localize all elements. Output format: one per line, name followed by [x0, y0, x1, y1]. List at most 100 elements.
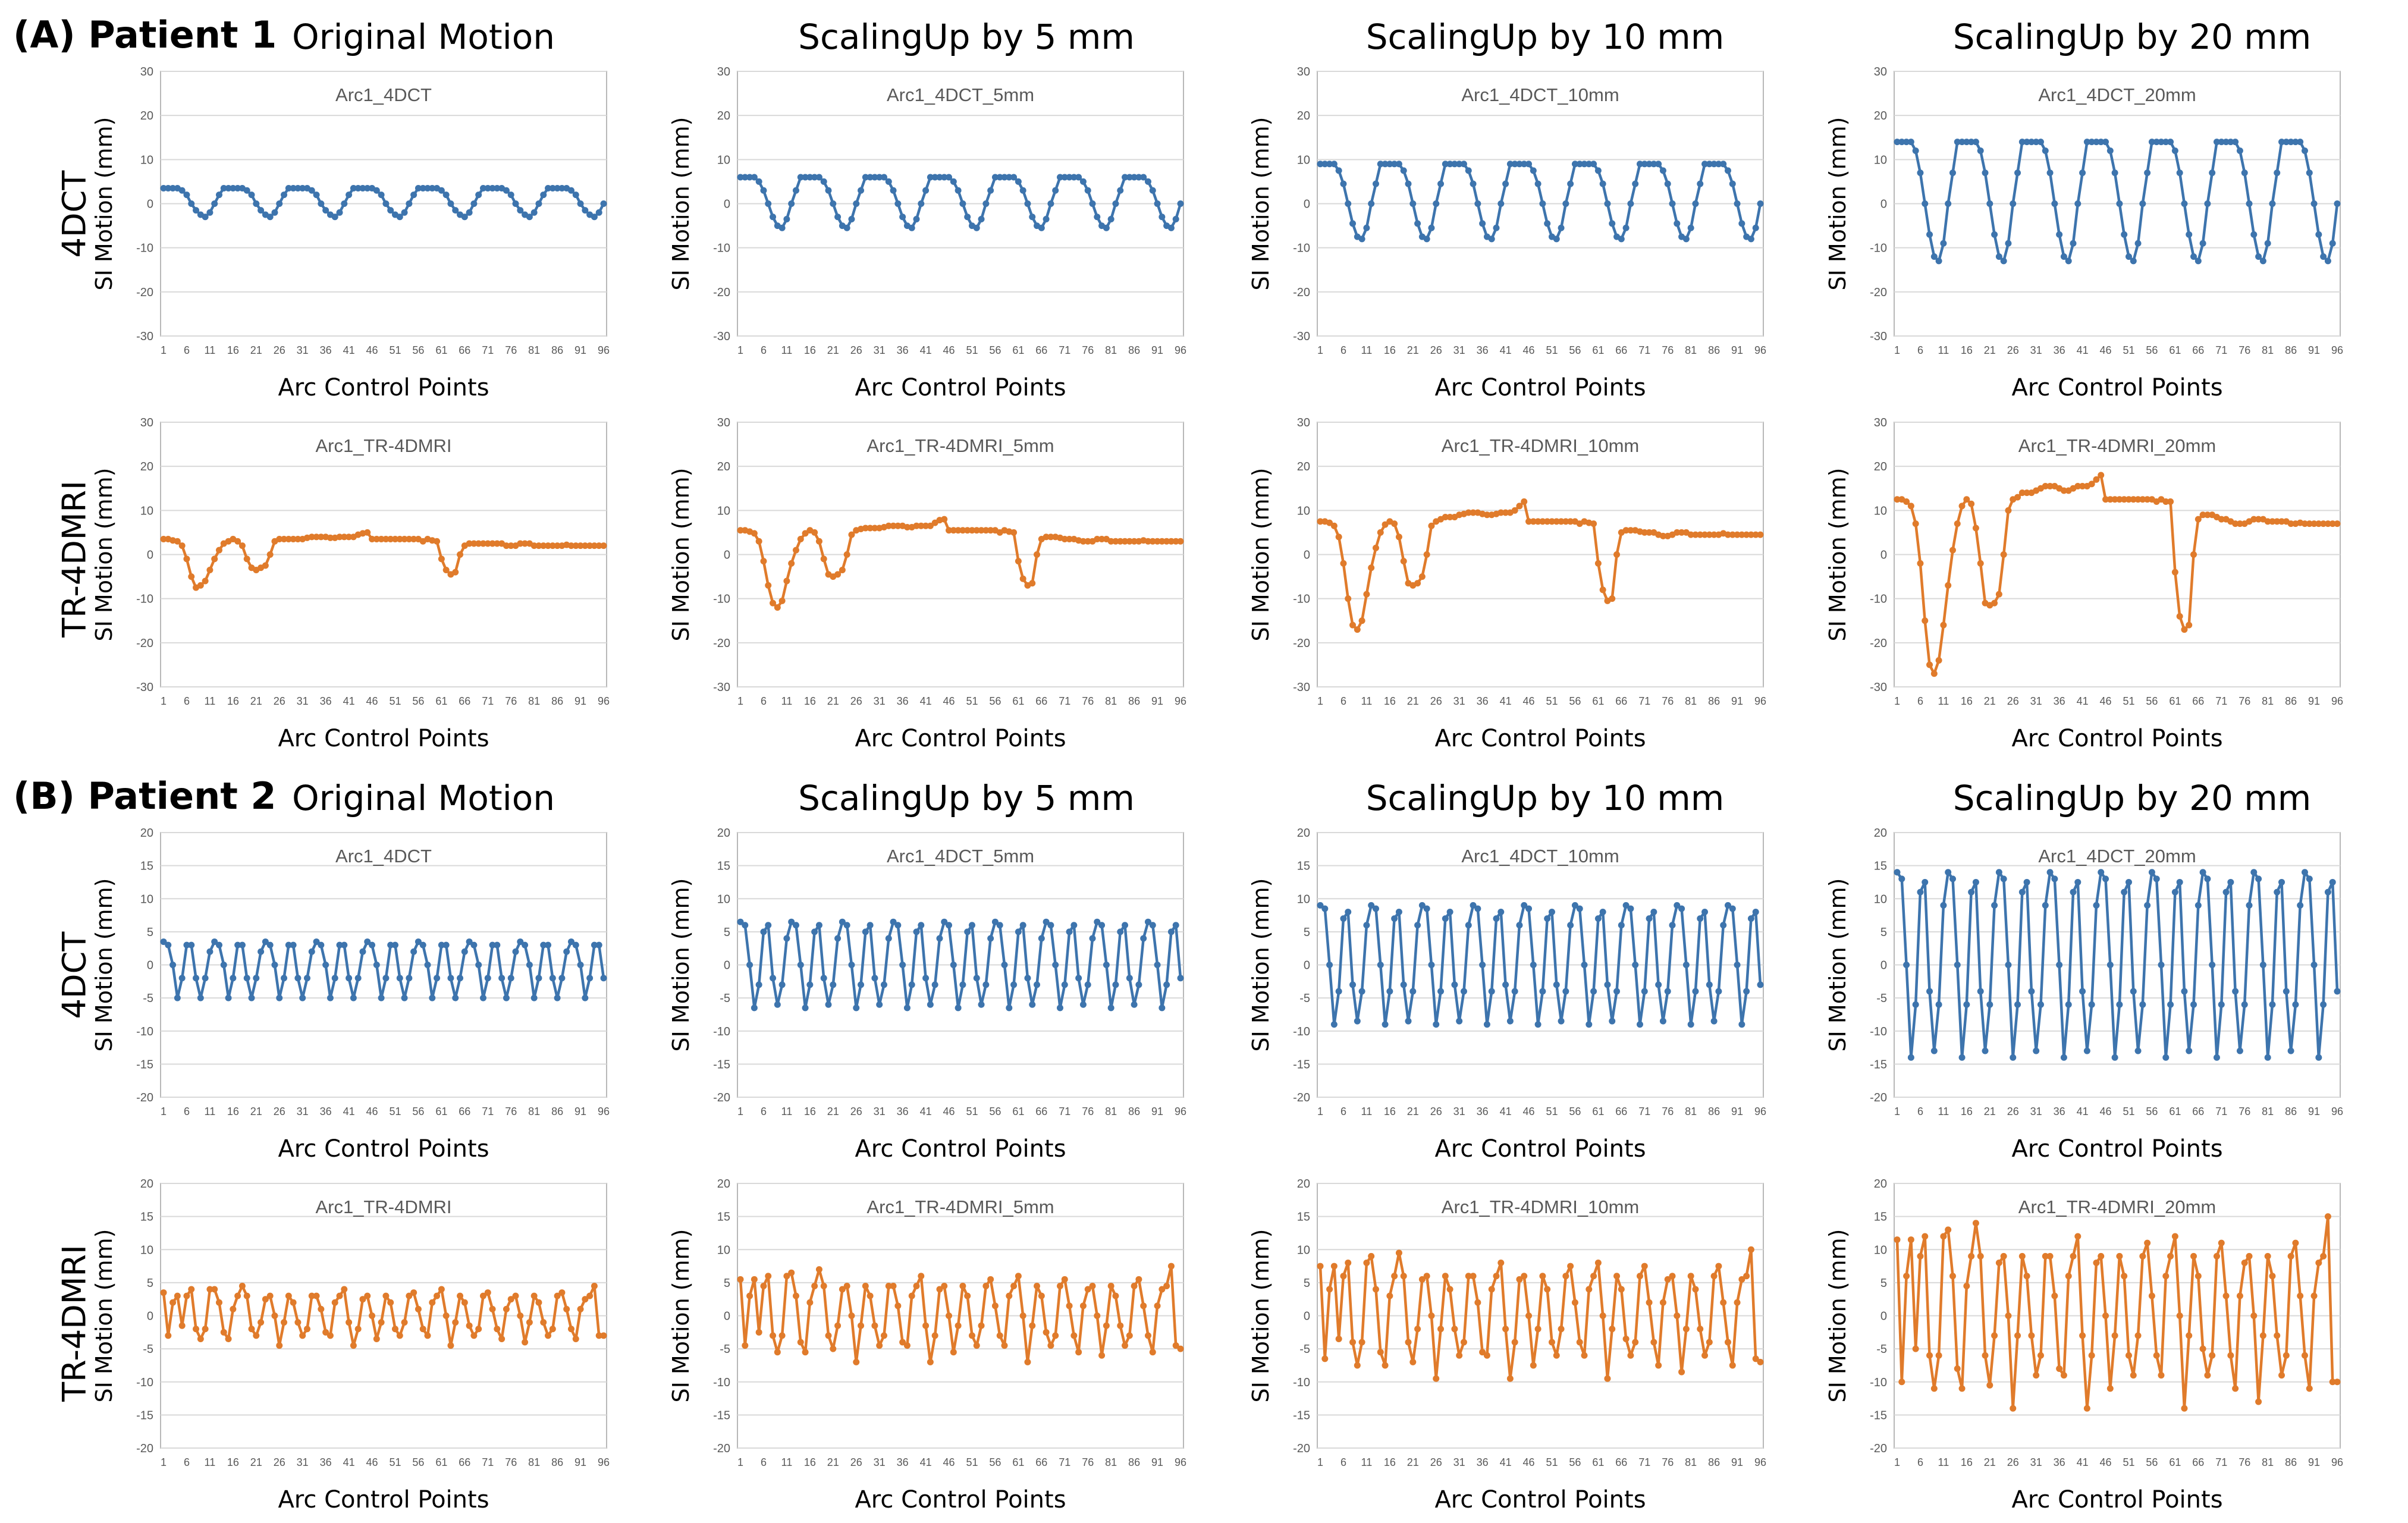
y-tick-label: -30 — [1293, 681, 1310, 694]
data-point — [558, 975, 566, 982]
data-point — [2121, 496, 2128, 503]
data-point — [1646, 161, 1653, 168]
data-point — [1940, 1233, 1947, 1240]
data-point — [2037, 1001, 2044, 1008]
data-point — [461, 1299, 468, 1306]
data-point — [211, 200, 218, 207]
x-tick-label: 21 — [250, 1106, 262, 1117]
data-point — [1641, 161, 1648, 168]
data-point — [2005, 240, 2012, 247]
y-tick-label: 10 — [1297, 153, 1310, 167]
data-point — [1428, 224, 1435, 231]
data-point — [1330, 522, 1338, 529]
x-tick-label: 86 — [1708, 1456, 1720, 1468]
x-tick-label: 11 — [1361, 1456, 1373, 1468]
x-tick-label: 96 — [1754, 695, 1766, 707]
data-point — [843, 224, 850, 231]
data-point — [1395, 909, 1402, 915]
data-point — [1646, 1299, 1653, 1306]
x-tick-label: 6 — [761, 1456, 767, 1468]
x-tick-label: 6 — [1917, 344, 1923, 356]
data-point — [927, 522, 934, 529]
x-tick-label: 76 — [2239, 1106, 2250, 1117]
x-tick-label: 16 — [804, 695, 816, 707]
data-point — [1047, 200, 1054, 207]
data-point — [211, 938, 218, 946]
data-point — [378, 994, 385, 1001]
data-point — [2088, 481, 2095, 488]
data-point — [313, 533, 320, 541]
data-point — [1047, 922, 1054, 929]
x-axis-label: Arc Control Points — [278, 725, 489, 752]
data-point — [899, 1339, 906, 1346]
data-point — [489, 185, 496, 192]
data-point — [899, 962, 906, 968]
data-point — [461, 948, 468, 955]
x-tick-label: 26 — [274, 344, 285, 356]
data-point — [1423, 235, 1430, 243]
data-point — [197, 582, 204, 589]
data-point — [2023, 1273, 2030, 1280]
data-point — [595, 941, 602, 949]
data-point — [1917, 169, 1924, 177]
data-point — [346, 191, 353, 199]
data-point — [1094, 213, 1101, 221]
y-tick-label: -5 — [1299, 992, 1310, 1005]
data-point — [751, 1004, 758, 1012]
data-point — [1715, 161, 1722, 168]
data-point — [1567, 518, 1574, 525]
data-point — [834, 213, 842, 221]
data-point — [1548, 518, 1555, 525]
data-point — [313, 938, 320, 946]
data-point — [322, 207, 329, 214]
data-point — [1015, 1273, 1022, 1280]
data-point — [1912, 1001, 1919, 1008]
data-point — [1149, 922, 1156, 929]
x-tick-label: 81 — [1105, 695, 1117, 707]
data-point — [2093, 139, 2100, 146]
data-point — [1015, 928, 1022, 935]
data-point — [452, 994, 459, 1001]
data-point — [2301, 1352, 2308, 1359]
data-point — [494, 185, 501, 192]
y-tick-label: 20 — [140, 460, 153, 473]
chart-panel: 30 20 10 0 -10 -20 -30 1 6 11 16 21 26 31 36 41 46 51 56 61… — [1246, 413, 1769, 764]
x-tick-label: 61 — [1012, 1456, 1024, 1468]
data-point — [285, 941, 292, 949]
data-point — [1940, 902, 1947, 909]
data-point — [1103, 224, 1110, 231]
x-tick-label: 56 — [989, 344, 1001, 356]
data-point — [1363, 224, 1370, 231]
data-point — [1664, 1276, 1671, 1283]
data-point — [2329, 520, 2336, 527]
data-point — [2111, 1332, 2118, 1339]
data-point — [959, 1282, 966, 1289]
data-point — [206, 566, 214, 573]
y-tick-label: 30 — [1874, 416, 1887, 429]
y-tick-label: 10 — [1874, 153, 1887, 167]
data-point — [2079, 988, 2086, 995]
data-point — [1898, 139, 1905, 146]
data-point — [1154, 538, 1161, 545]
data-point — [1678, 905, 1685, 912]
patient-a-label: (A) Patient 1 — [13, 13, 277, 56]
data-point — [591, 213, 598, 221]
x-tick-label: 26 — [2007, 344, 2019, 356]
chart-title: Arc1_TR-4DMRI — [315, 1197, 451, 1217]
data-point — [281, 1319, 288, 1326]
data-point — [820, 1282, 827, 1289]
data-point — [1382, 161, 1389, 168]
data-point — [1433, 1021, 1440, 1028]
data-point — [1534, 180, 1542, 187]
data-point — [530, 209, 538, 216]
data-point — [2065, 1273, 2072, 1280]
data-point — [2218, 139, 2225, 146]
data-point — [294, 975, 302, 982]
data-point — [783, 935, 790, 942]
data-point — [1345, 909, 1352, 915]
y-tick-label: -10 — [1293, 1025, 1310, 1038]
data-point — [582, 1296, 589, 1303]
data-point — [1024, 975, 1031, 982]
